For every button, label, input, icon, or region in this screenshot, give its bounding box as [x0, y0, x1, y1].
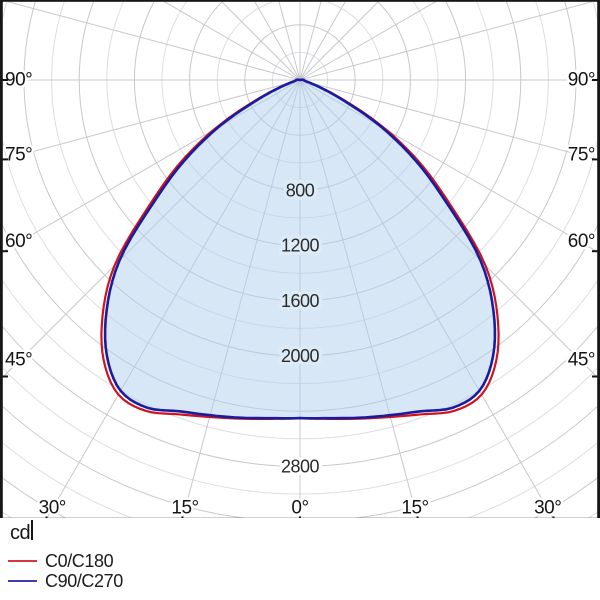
- legend-label-c90-c270: C90/C270: [45, 571, 123, 591]
- frame-left: [0, 0, 3, 521]
- angle-label-60: 60°: [5, 231, 32, 252]
- legend-label-c0-c180: C0/C180: [45, 551, 114, 571]
- frame-right: [597, 0, 600, 521]
- legend: cd C0/C180 C90/C270: [0, 518, 600, 600]
- grid-radial: [299, 1, 379, 81]
- angle-label-30: 30°: [534, 498, 561, 519]
- ring-label-2800: 2800: [281, 456, 320, 476]
- angle-label-0: 0°: [291, 498, 308, 519]
- ring-label-1600: 1600: [281, 291, 320, 311]
- legend-line-c90-c270: [8, 580, 37, 582]
- ring-value-labels: 800 1200 1600 2000 2800: [277, 177, 323, 480]
- angle-label-45: 45°: [5, 350, 32, 371]
- grid-radial: [2, 79, 301, 161]
- intensity-fill-area: [105, 79, 495, 419]
- ring-label-1200: 1200: [281, 236, 320, 256]
- grid-radial: [299, 1, 437, 81]
- angle-label-15: 15°: [401, 498, 428, 519]
- unit-label: cd: [10, 522, 31, 544]
- angle-label-30: 30°: [39, 498, 66, 519]
- grid-radial: [299, 1, 594, 81]
- angle-label-45: 45°: [568, 350, 595, 371]
- intensity-fill: [105, 79, 495, 419]
- ring-label-2000: 2000: [281, 346, 320, 366]
- angle-label-75: 75°: [568, 145, 595, 166]
- legend-item-c90-c270: C90/C270: [0, 571, 300, 591]
- legend-item-c0-c180: C0/C180: [0, 551, 300, 571]
- angle-label-60: 60°: [568, 231, 595, 252]
- frame-top: [0, 0, 600, 2]
- angle-label-15: 15°: [171, 498, 198, 519]
- angle-labels: 90° 75° 60° 45° 90° 75° 60° 45° 30° 15° 0° 15° 30°: [3, 67, 599, 521]
- angle-label-75: 75°: [5, 145, 32, 166]
- unit-tab-divider: [31, 520, 34, 540]
- legend-line-c0-c180: [8, 560, 37, 562]
- grid-radial: [299, 79, 598, 161]
- grid-radial: [6, 1, 301, 81]
- angle-label-90: 90°: [568, 70, 595, 91]
- angle-label-90: 90°: [5, 70, 32, 91]
- intensity-curves: [100, 78, 500, 420]
- curve-c90-c270: [103, 78, 497, 420]
- grid-radial: [221, 1, 301, 81]
- grid-radial: [163, 1, 301, 81]
- ring-label-800: 800: [286, 180, 315, 200]
